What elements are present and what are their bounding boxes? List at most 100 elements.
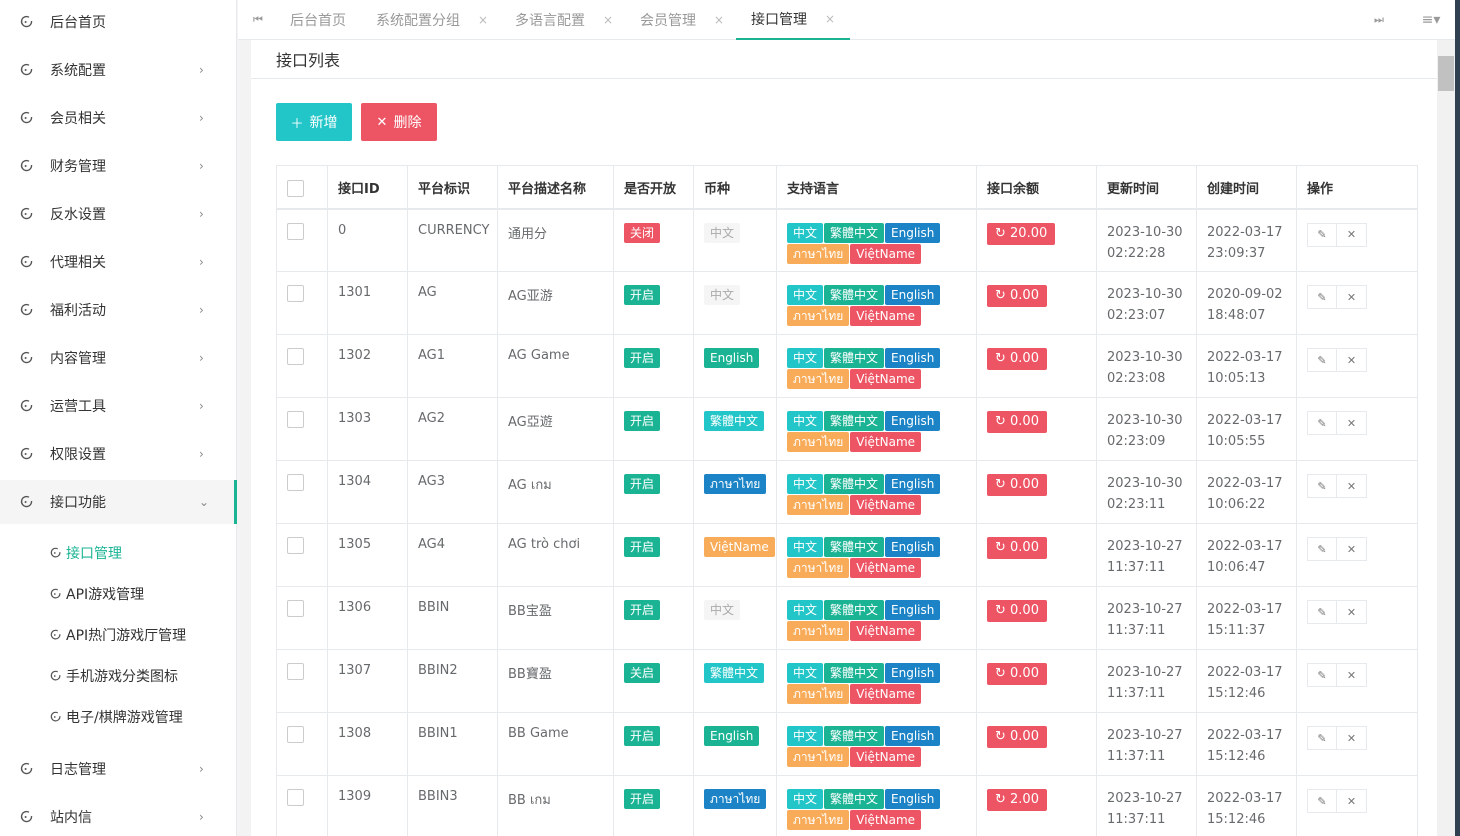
tab-0[interactable]: 后台首页: [290, 0, 346, 40]
tab-4[interactable]: 接口管理 ×: [736, 0, 851, 40]
tab-2[interactable]: 多语言配置 ×: [515, 0, 613, 40]
tab-menu-icon[interactable]: ≡▾: [1421, 12, 1441, 28]
delete-row-icon[interactable]: ✕: [1337, 600, 1367, 624]
sidebar-item-9[interactable]: 权限设置 ›: [0, 432, 237, 476]
delete-row-icon[interactable]: ✕: [1337, 285, 1367, 309]
balance-refresh-button[interactable]: ↻ 0.00: [987, 663, 1047, 685]
balance-refresh-button[interactable]: ↻ 2.00: [987, 789, 1047, 811]
created-time: 10:06:22: [1207, 497, 1266, 512]
cell-updated: 2023-10-27 11:37:11: [1096, 586, 1197, 650]
currency-badge: 中文: [704, 222, 741, 243]
status-badge[interactable]: 关启: [624, 663, 661, 683]
balance-refresh-button[interactable]: ↻ 0.00: [987, 348, 1047, 370]
column-header: 更新时间: [1096, 165, 1197, 210]
delete-row-icon[interactable]: ✕: [1337, 474, 1367, 498]
sidebar-item-label: 日志管理: [50, 762, 106, 778]
balance-refresh-button[interactable]: ↻ 0.00: [987, 600, 1047, 622]
row-checkbox[interactable]: [287, 222, 304, 240]
status-badge[interactable]: 开启: [624, 474, 661, 494]
row-checkbox[interactable]: [287, 348, 304, 365]
cell-created: 2022-03-17 10:05:13: [1196, 334, 1297, 398]
edit-icon[interactable]: ✎: [1307, 348, 1337, 372]
sidebar-subitem-0[interactable]: 接口管理: [50, 538, 122, 568]
tab-scroll-right-icon[interactable]: ⏭: [1374, 13, 1384, 26]
sidebar-item-2[interactable]: 会员相关 ›: [0, 96, 237, 140]
delete-button[interactable]: ✕ 删除: [361, 103, 437, 141]
status-badge[interactable]: 开启: [624, 348, 661, 368]
cell-name: AG Game: [497, 334, 614, 398]
add-button[interactable]: ＋ 新增: [276, 103, 352, 141]
cell-code: AG4: [407, 523, 498, 587]
edit-icon[interactable]: ✎: [1307, 663, 1337, 687]
tab-scroll-left-icon[interactable]: ⏮: [253, 13, 263, 26]
tab-3[interactable]: 会员管理 ×: [640, 0, 724, 40]
sidebar-item-5[interactable]: 代理相关 ›: [0, 240, 237, 284]
delete-row-icon[interactable]: ✕: [1337, 411, 1367, 435]
select-all-checkbox[interactable]: [287, 180, 304, 197]
status-badge[interactable]: 开启: [624, 789, 661, 809]
row-checkbox[interactable]: [287, 789, 304, 806]
table-row: 1304 AG3 AG เกม 开启 ภาษาไทย 中文 繁體中文 English ภาษาไ…: [276, 460, 1418, 524]
edit-icon[interactable]: ✎: [1307, 600, 1337, 624]
row-checkbox[interactable]: [287, 537, 304, 554]
sidebar-subitem-1[interactable]: API游戏管理: [50, 579, 144, 609]
sidebar-bottom-item-1[interactable]: 站内信 ›: [0, 795, 237, 836]
tab-1[interactable]: 系统配置分组 ×: [376, 0, 488, 40]
sidebar-item-3[interactable]: 财务管理 ›: [0, 144, 237, 188]
row-checkbox[interactable]: [287, 663, 304, 680]
row-checkbox[interactable]: [287, 600, 304, 617]
updated-date: 2023-10-30: [1107, 476, 1183, 491]
sidebar-subitem-3[interactable]: 手机游戏分类图标: [50, 661, 178, 691]
delete-row-icon[interactable]: ✕: [1337, 726, 1367, 750]
row-checkbox[interactable]: [287, 474, 304, 491]
row-checkbox[interactable]: [287, 285, 304, 302]
sidebar-subitem-4[interactable]: 电子/棋牌游戏管理: [50, 702, 183, 732]
sidebar-subitem-2[interactable]: API热门游戏厅管理: [50, 620, 186, 650]
status-badge[interactable]: 开启: [624, 726, 661, 746]
row-checkbox[interactable]: [287, 726, 304, 743]
delete-row-icon[interactable]: ✕: [1337, 222, 1367, 247]
row-checkbox[interactable]: [287, 411, 304, 428]
sidebar-item-8[interactable]: 运营工具 ›: [0, 384, 237, 428]
sidebar-item-0[interactable]: 后台首页: [0, 0, 237, 44]
balance-refresh-button[interactable]: ↻ 0.00: [987, 726, 1047, 748]
delete-row-icon[interactable]: ✕: [1337, 789, 1367, 813]
sidebar-item-1[interactable]: 系统配置 ›: [0, 48, 237, 92]
table-row: 1309 BBIN3 BB เกม 开启 ภาษาไทย 中文 繁體中文 English ภาษ…: [276, 775, 1418, 836]
delete-row-icon[interactable]: ✕: [1337, 537, 1367, 561]
sidebar-item-7[interactable]: 内容管理 ›: [0, 336, 237, 380]
scrollbar-track[interactable]: [1437, 40, 1455, 836]
delete-row-icon[interactable]: ✕: [1337, 663, 1367, 687]
status-badge[interactable]: 开启: [624, 537, 661, 557]
tab-close-icon[interactable]: ×: [603, 13, 614, 27]
status-badge[interactable]: 开启: [624, 600, 661, 620]
sidebar-item-4[interactable]: 反水设置 ›: [0, 192, 237, 236]
edit-icon[interactable]: ✎: [1307, 537, 1337, 561]
balance-refresh-button[interactable]: ↻ 20.00: [987, 222, 1056, 245]
balance-refresh-button[interactable]: ↻ 0.00: [987, 411, 1047, 433]
balance-refresh-button[interactable]: ↻ 0.00: [987, 285, 1047, 307]
status-badge[interactable]: 开启: [624, 285, 661, 305]
edit-icon[interactable]: ✎: [1307, 411, 1337, 435]
edit-icon[interactable]: ✎: [1307, 285, 1337, 309]
edit-icon[interactable]: ✎: [1307, 726, 1337, 750]
tab-close-icon[interactable]: ×: [825, 12, 836, 26]
balance-refresh-button[interactable]: ↻ 0.00: [987, 537, 1047, 559]
edit-icon[interactable]: ✎: [1307, 789, 1337, 813]
status-badge[interactable]: 开启: [624, 411, 661, 431]
menu-circle-icon: [20, 399, 34, 413]
tab-close-icon[interactable]: ×: [478, 13, 489, 27]
scrollbar-thumb[interactable]: [1438, 56, 1454, 91]
edit-icon[interactable]: ✎: [1307, 474, 1337, 498]
cell-currency: 中文: [693, 586, 777, 650]
sidebar-bottom-item-0[interactable]: 日志管理 ›: [0, 747, 237, 791]
sidebar-item-6[interactable]: 福利活动 ›: [0, 288, 237, 332]
status-badge[interactable]: 关闭: [624, 222, 661, 243]
delete-row-icon[interactable]: ✕: [1337, 348, 1367, 372]
edit-icon[interactable]: ✎: [1307, 222, 1337, 247]
cell-code: BBIN2: [407, 649, 498, 713]
tab-close-icon[interactable]: ×: [714, 13, 725, 27]
balance-refresh-button[interactable]: ↻ 0.00: [987, 474, 1047, 496]
cell-currency: ViệtName: [693, 523, 777, 587]
sidebar-item-10[interactable]: 接口功能 ⌄: [0, 480, 237, 524]
